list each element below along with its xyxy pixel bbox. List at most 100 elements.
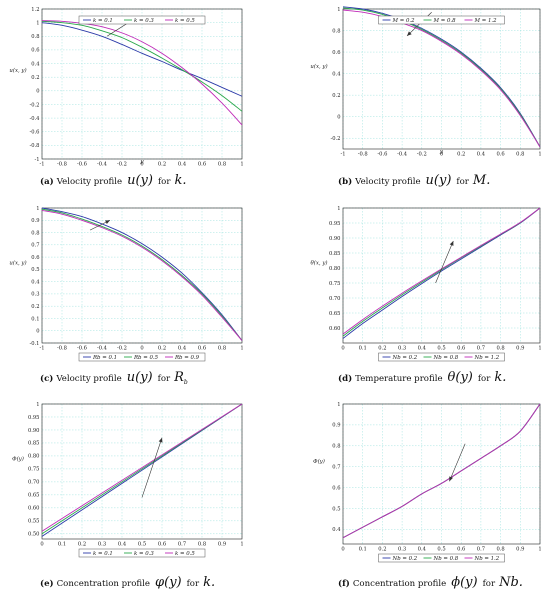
x-tick-label: -0.8: [57, 162, 67, 168]
trend-arrow: [435, 240, 454, 284]
y-tick-label: 1: [337, 402, 340, 408]
y-tick-label: 0.8: [332, 444, 340, 450]
caption-for: for: [478, 374, 491, 384]
y-tick-label: 0: [36, 89, 39, 95]
x-tick-label: 0.2: [378, 547, 386, 553]
y-axis-label: u(x, y): [9, 67, 26, 74]
x-axis-label: y: [439, 149, 444, 155]
y-tick-label: 0.2: [31, 75, 39, 81]
x-tick-label: 0.8: [218, 346, 226, 352]
chart-d: 0 0.1 0.2 0.3 0.4 0.5 0.6 0.7 0.8 0.9 1 0.60 0.65 0.7…: [311, 206, 542, 385]
x-tick-label: -1: [39, 346, 44, 352]
y-tick-label: 0.85: [28, 441, 40, 447]
y-tick-label: -0.2: [29, 102, 39, 108]
y-tick-label: 1: [36, 20, 39, 26]
x-tick-label: 0.3: [398, 346, 406, 352]
caption-text: Velocity profile: [354, 177, 420, 187]
y-tick-label: 0.7: [31, 243, 39, 249]
y-tick-label: 0.75: [28, 467, 40, 473]
caption-for: for: [483, 579, 496, 589]
x-tick-label: 0.2: [78, 542, 86, 548]
y-tick-label: 0.8: [31, 34, 39, 40]
y-tick-label: 0.85: [329, 251, 341, 257]
legend-entry: Nb = 0.8: [433, 556, 459, 562]
x-tick-label: -0.8: [358, 152, 368, 158]
x-tick-label: 0: [140, 346, 143, 352]
series-line: [41, 207, 243, 341]
caption-param: k.: [174, 173, 186, 188]
caption-text: Velocity profile: [56, 177, 122, 187]
caption-label: (b): [338, 176, 352, 187]
legend-entry: k = 0.1: [93, 551, 113, 557]
x-tick-label: 0.4: [477, 152, 486, 158]
panel-caption: (d) Temperature profile θ(y) for k.: [338, 370, 506, 385]
caption-text: Concentration profile: [57, 579, 150, 589]
trend-arrow-head: [449, 241, 454, 246]
series-line: [342, 7, 541, 148]
y-tick-label: 0.8: [332, 28, 340, 34]
trend-arrow-head: [105, 220, 110, 225]
y-tick-label: 0.70: [329, 296, 341, 302]
caption-label: (c): [40, 373, 53, 384]
x-tick-label: -1: [39, 162, 44, 168]
legend-box: [78, 15, 206, 25]
trend-arrow-head: [407, 31, 412, 36]
y-tick-label: -0.6: [29, 130, 39, 136]
x-tick-label: 0.1: [359, 346, 367, 352]
x-axis-label: y: [139, 159, 144, 165]
legend-entry: Nb = 0.2: [392, 556, 418, 562]
legend-entry: M = 1.2: [474, 18, 498, 24]
caption-param: M.: [472, 173, 490, 188]
series-line: [41, 210, 243, 341]
plot-frame: [41, 403, 243, 540]
caption-param: k.: [203, 575, 215, 590]
caption-for: for: [158, 374, 171, 384]
legend-entry: Nb = 0.8: [433, 355, 459, 361]
x-tick-label: 0.6: [457, 547, 465, 553]
y-tick-label: 0.6: [31, 255, 39, 261]
caption-math: ϕ(y): [451, 575, 477, 590]
x-tick-label: 0.9: [516, 346, 524, 352]
legend-entry: k = 0.3: [134, 18, 154, 24]
series-line: [342, 6, 541, 148]
x-tick-label: 0.7: [477, 547, 485, 553]
x-tick-label: 0.2: [378, 346, 386, 352]
plot-frame: [41, 8, 243, 160]
x-tick-label: 0.8: [516, 152, 524, 158]
y-axis-label: u(x, y): [310, 63, 327, 70]
legend-box: [78, 548, 206, 558]
x-tick-label: 0.8: [198, 542, 206, 548]
legend-entry: Nb = 0.2: [392, 355, 418, 361]
caption-math: u(y): [127, 173, 153, 188]
y-tick-label: -1: [34, 157, 39, 163]
x-tick-label: 0.4: [118, 542, 127, 548]
x-tick-label: -0.2: [417, 152, 427, 158]
x-tick-label: 1: [240, 542, 243, 548]
chart-e: 0 0.1 0.2 0.3 0.4 0.5 0.6 0.7 0.8 0.9 1 0.50 0.55 0.6…: [12, 402, 243, 590]
y-tick-label: 0.6: [332, 485, 340, 491]
y-tick-label: -0.8: [29, 143, 39, 149]
x-tick-label: -0.4: [97, 346, 108, 352]
x-tick-label: -0.6: [77, 346, 87, 352]
y-tick-label: 0.80: [329, 266, 341, 272]
y-tick-label: 0.2: [31, 304, 39, 310]
y-tick-label: 0.6: [332, 50, 340, 56]
x-tick-label: 0.4: [178, 162, 187, 168]
legend-entry: Rb = 0.9: [174, 355, 200, 361]
x-tick-label: 0.5: [437, 346, 445, 352]
trend-arrow-head: [158, 437, 163, 443]
series-line: [342, 403, 541, 539]
caption-param-sub: b: [184, 379, 188, 386]
x-tick-label: 0.8: [496, 547, 504, 553]
chart-b: -1 -0.8 -0.6 -0.4 -0.2 0 0.2 0.4 0.6 0.8 1 -0.2 0 0.2…: [310, 6, 542, 188]
y-tick-label: 0.80: [28, 454, 40, 460]
x-tick-label: 0.8: [496, 346, 504, 352]
y-tick-label: -0.2: [330, 136, 340, 142]
x-tick-label: 0.9: [516, 547, 524, 553]
legend-entry: k = 0.1: [93, 18, 113, 24]
x-tick-label: 0.2: [158, 346, 166, 352]
y-tick-label: 0.60: [28, 506, 40, 512]
trend-arrow: [141, 437, 163, 498]
x-tick-label: 1: [538, 547, 541, 553]
